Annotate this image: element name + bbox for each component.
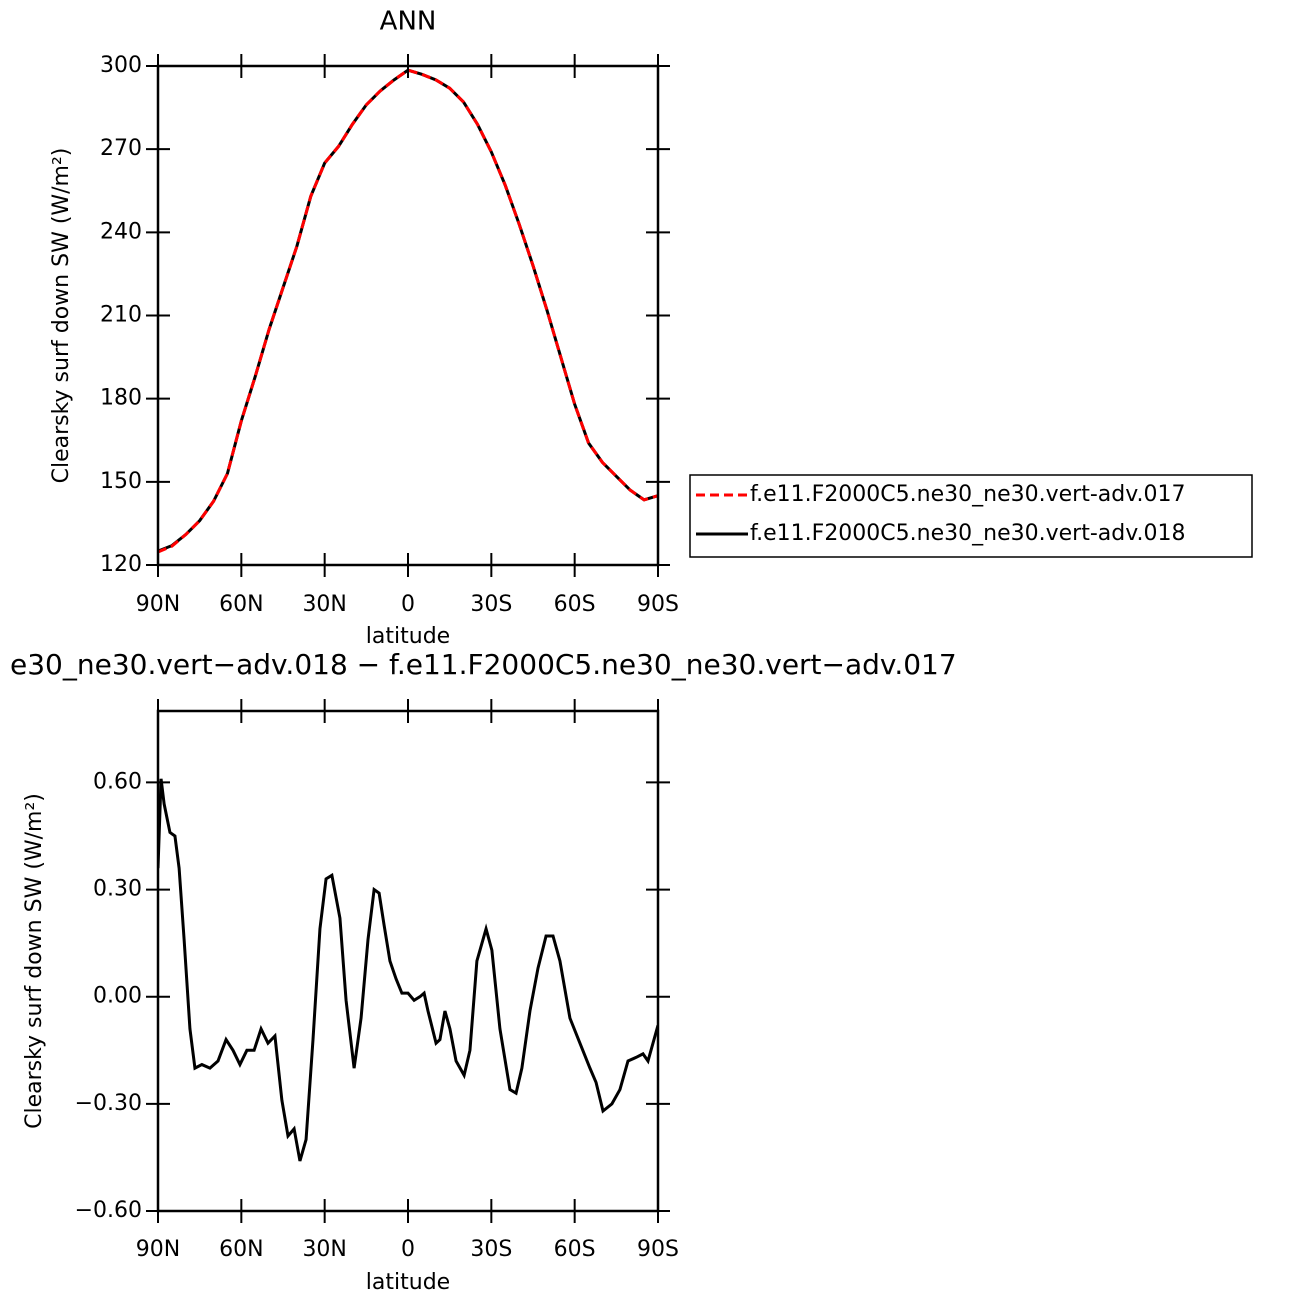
x-tick-label: 60N: [219, 592, 263, 617]
x-tick-label: 0: [401, 592, 415, 617]
y-tick-label: 300: [100, 53, 142, 78]
y-tick-label: 210: [100, 303, 142, 328]
chart-title: e30_ne30.vert−adv.018 − f.e11.F2000C5.ne…: [10, 648, 957, 681]
y-tick-label: 0.60: [93, 769, 142, 794]
x-tick-label: 90N: [136, 1237, 180, 1262]
x-tick-label: 30N: [302, 592, 346, 617]
x-tick-label: 30N: [302, 1237, 346, 1262]
y-tick-label: −0.30: [75, 1091, 142, 1116]
y-axis-label: Clearsky surf down SW (W/m²): [22, 793, 47, 1129]
x-tick-label: 60N: [219, 1237, 263, 1262]
y-tick-label: 120: [100, 552, 142, 577]
y-tick-label: 150: [100, 469, 142, 494]
x-axis-label: latitude: [366, 1270, 450, 1295]
data-line: [158, 68, 658, 554]
y-tick-label: −0.60: [75, 1198, 142, 1223]
x-tick-label: 30S: [470, 1237, 512, 1262]
x-tick-label: 30S: [470, 592, 512, 617]
legend-box: [689, 474, 1253, 558]
chart-title: ANN: [380, 7, 437, 37]
legend-label: f.e11.F2000C5.ne30_ne30.vert-adv.018: [750, 521, 1186, 546]
x-axis-label: latitude: [366, 624, 450, 649]
x-tick-label: 90S: [637, 1237, 679, 1262]
y-axis-label: Clearsky surf down SW (W/m²): [49, 148, 74, 484]
x-tick-label: 60S: [554, 1237, 596, 1262]
x-tick-label: 60S: [554, 592, 596, 617]
legend-label: f.e11.F2000C5.ne30_ne30.vert-adv.017: [750, 482, 1186, 507]
y-tick-label: 0.30: [93, 877, 142, 902]
y-tick-label: 240: [100, 219, 142, 244]
data-line: [158, 778, 658, 1162]
x-tick-label: 90N: [136, 592, 180, 617]
y-tick-label: 270: [100, 136, 142, 161]
x-tick-label: 0: [401, 1237, 415, 1262]
x-tick-label: 90S: [637, 592, 679, 617]
y-tick-label: 180: [100, 386, 142, 411]
y-tick-label: 0.00: [93, 984, 142, 1009]
